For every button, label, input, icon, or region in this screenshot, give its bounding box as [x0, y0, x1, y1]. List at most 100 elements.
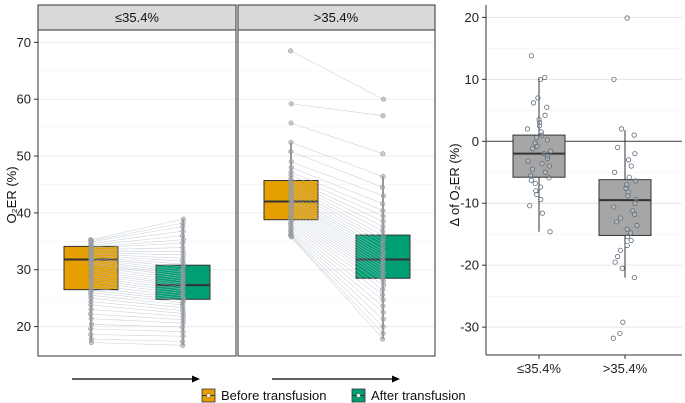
right-y-tick-label: -30: [460, 320, 479, 335]
delta-point: [624, 15, 630, 21]
delta-point: [533, 188, 539, 194]
right-y-ticks: -30 -20 -10 0 10 20: [460, 10, 486, 335]
delta-point: [624, 182, 630, 188]
right-marks: [486, 15, 682, 341]
point-before: [89, 321, 95, 327]
paired-line: [90, 258, 184, 268]
point-after: [380, 151, 386, 157]
delta-point: [632, 200, 638, 206]
paired-line: [90, 275, 184, 288]
paired-line: [90, 235, 184, 246]
delta-point: [611, 76, 617, 82]
facet-1-arrowhead: [192, 375, 200, 383]
delta-point: [619, 265, 625, 271]
delta-point: [618, 126, 625, 132]
right-y-tick-label: 20: [465, 10, 479, 25]
left-y-tick-label: 40: [17, 205, 31, 220]
point-after: [380, 324, 386, 330]
right-x-tick-label: ≤35.4%: [517, 361, 561, 376]
delta-point: [624, 234, 631, 240]
point-after: [380, 193, 387, 199]
paired-line: [90, 281, 184, 294]
right-x-ticks: ≤35.4% >35.4%: [517, 355, 648, 376]
delta-point: [628, 237, 634, 243]
point-after: [380, 223, 386, 230]
paired-line: [290, 222, 384, 290]
delta-point: [534, 134, 540, 141]
delta-point: [632, 211, 638, 217]
point-after: [380, 113, 386, 119]
paired-line: [290, 189, 384, 244]
paired-line: [90, 318, 184, 324]
point-before: [88, 316, 94, 322]
paired-line: [90, 284, 184, 297]
paired-line: [290, 180, 384, 227]
paired-line: [290, 229, 384, 307]
right-y-tick-label: -20: [460, 258, 479, 273]
delta-point: [547, 229, 553, 235]
legend: Before transfusion After transfusion: [201, 388, 466, 403]
paired-line: [90, 252, 184, 256]
facet-1: ≤35.4%: [37, 4, 237, 357]
point-after: [380, 287, 386, 293]
paired-line: [290, 209, 384, 270]
delta-point: [542, 112, 548, 118]
delta-point: [525, 158, 531, 164]
paired-line: [290, 202, 384, 262]
paired-line: [290, 103, 384, 116]
left-y-tick-label: 70: [17, 35, 31, 50]
delta-point: [528, 177, 534, 183]
paired-line: [290, 192, 384, 247]
point-before: [88, 302, 94, 308]
paired-line: [90, 289, 184, 301]
delta-point: [615, 253, 621, 260]
delta-point: [539, 132, 545, 138]
right-panel: Δ of O₂ER (%) -30 -20 -10 0 10 20 ≤35.4% >35.4…: [447, 5, 682, 376]
delta-point: [539, 210, 545, 216]
paired-line: [90, 328, 184, 332]
point-after: [380, 96, 387, 102]
delta-point: [624, 226, 630, 232]
paired-line: [90, 222, 184, 242]
point-after: [380, 309, 386, 315]
point-before: [87, 311, 94, 317]
point-after: [380, 213, 386, 219]
left-y-tick-label: 30: [17, 262, 31, 277]
paired-line: [290, 142, 384, 177]
facet-1-strip: [37, 4, 237, 31]
delta-point: [612, 169, 618, 175]
point-before: [288, 148, 294, 155]
delta-point: [628, 163, 634, 169]
delta-point: [631, 274, 637, 281]
point-before: [288, 159, 294, 165]
paired-line: [290, 200, 384, 259]
delta-point: [534, 191, 540, 198]
point-before: [88, 331, 94, 338]
paired-line: [90, 230, 184, 244]
paired-line: [90, 309, 184, 317]
facet-2: >35.4%: [237, 4, 436, 357]
paired-line: [290, 218, 384, 282]
paired-line: [90, 262, 184, 275]
left-panel: O₂ER (%) 20 30 40 50 60 70 ≤35.4% >35.4%: [4, 4, 436, 383]
paired-line: [290, 233, 384, 320]
paired-line: [290, 236, 384, 334]
left-y-tick-label: 50: [17, 149, 31, 164]
point-before: [288, 120, 294, 126]
point-before: [288, 101, 294, 107]
delta-point: [536, 123, 543, 129]
delta-point: [544, 137, 550, 143]
point-after: [380, 208, 386, 214]
paired-line: [290, 234, 384, 327]
delta-point: [618, 215, 624, 221]
point-after: [379, 292, 386, 298]
delta-point: [542, 74, 548, 81]
delta-point: [537, 76, 544, 82]
delta-point: [530, 100, 537, 106]
delta-point: [617, 330, 623, 336]
delta-point: [625, 189, 631, 195]
delta-point: [627, 230, 634, 236]
paired-line: [290, 183, 384, 232]
paired-line: [90, 260, 184, 273]
point-after: [381, 282, 387, 288]
